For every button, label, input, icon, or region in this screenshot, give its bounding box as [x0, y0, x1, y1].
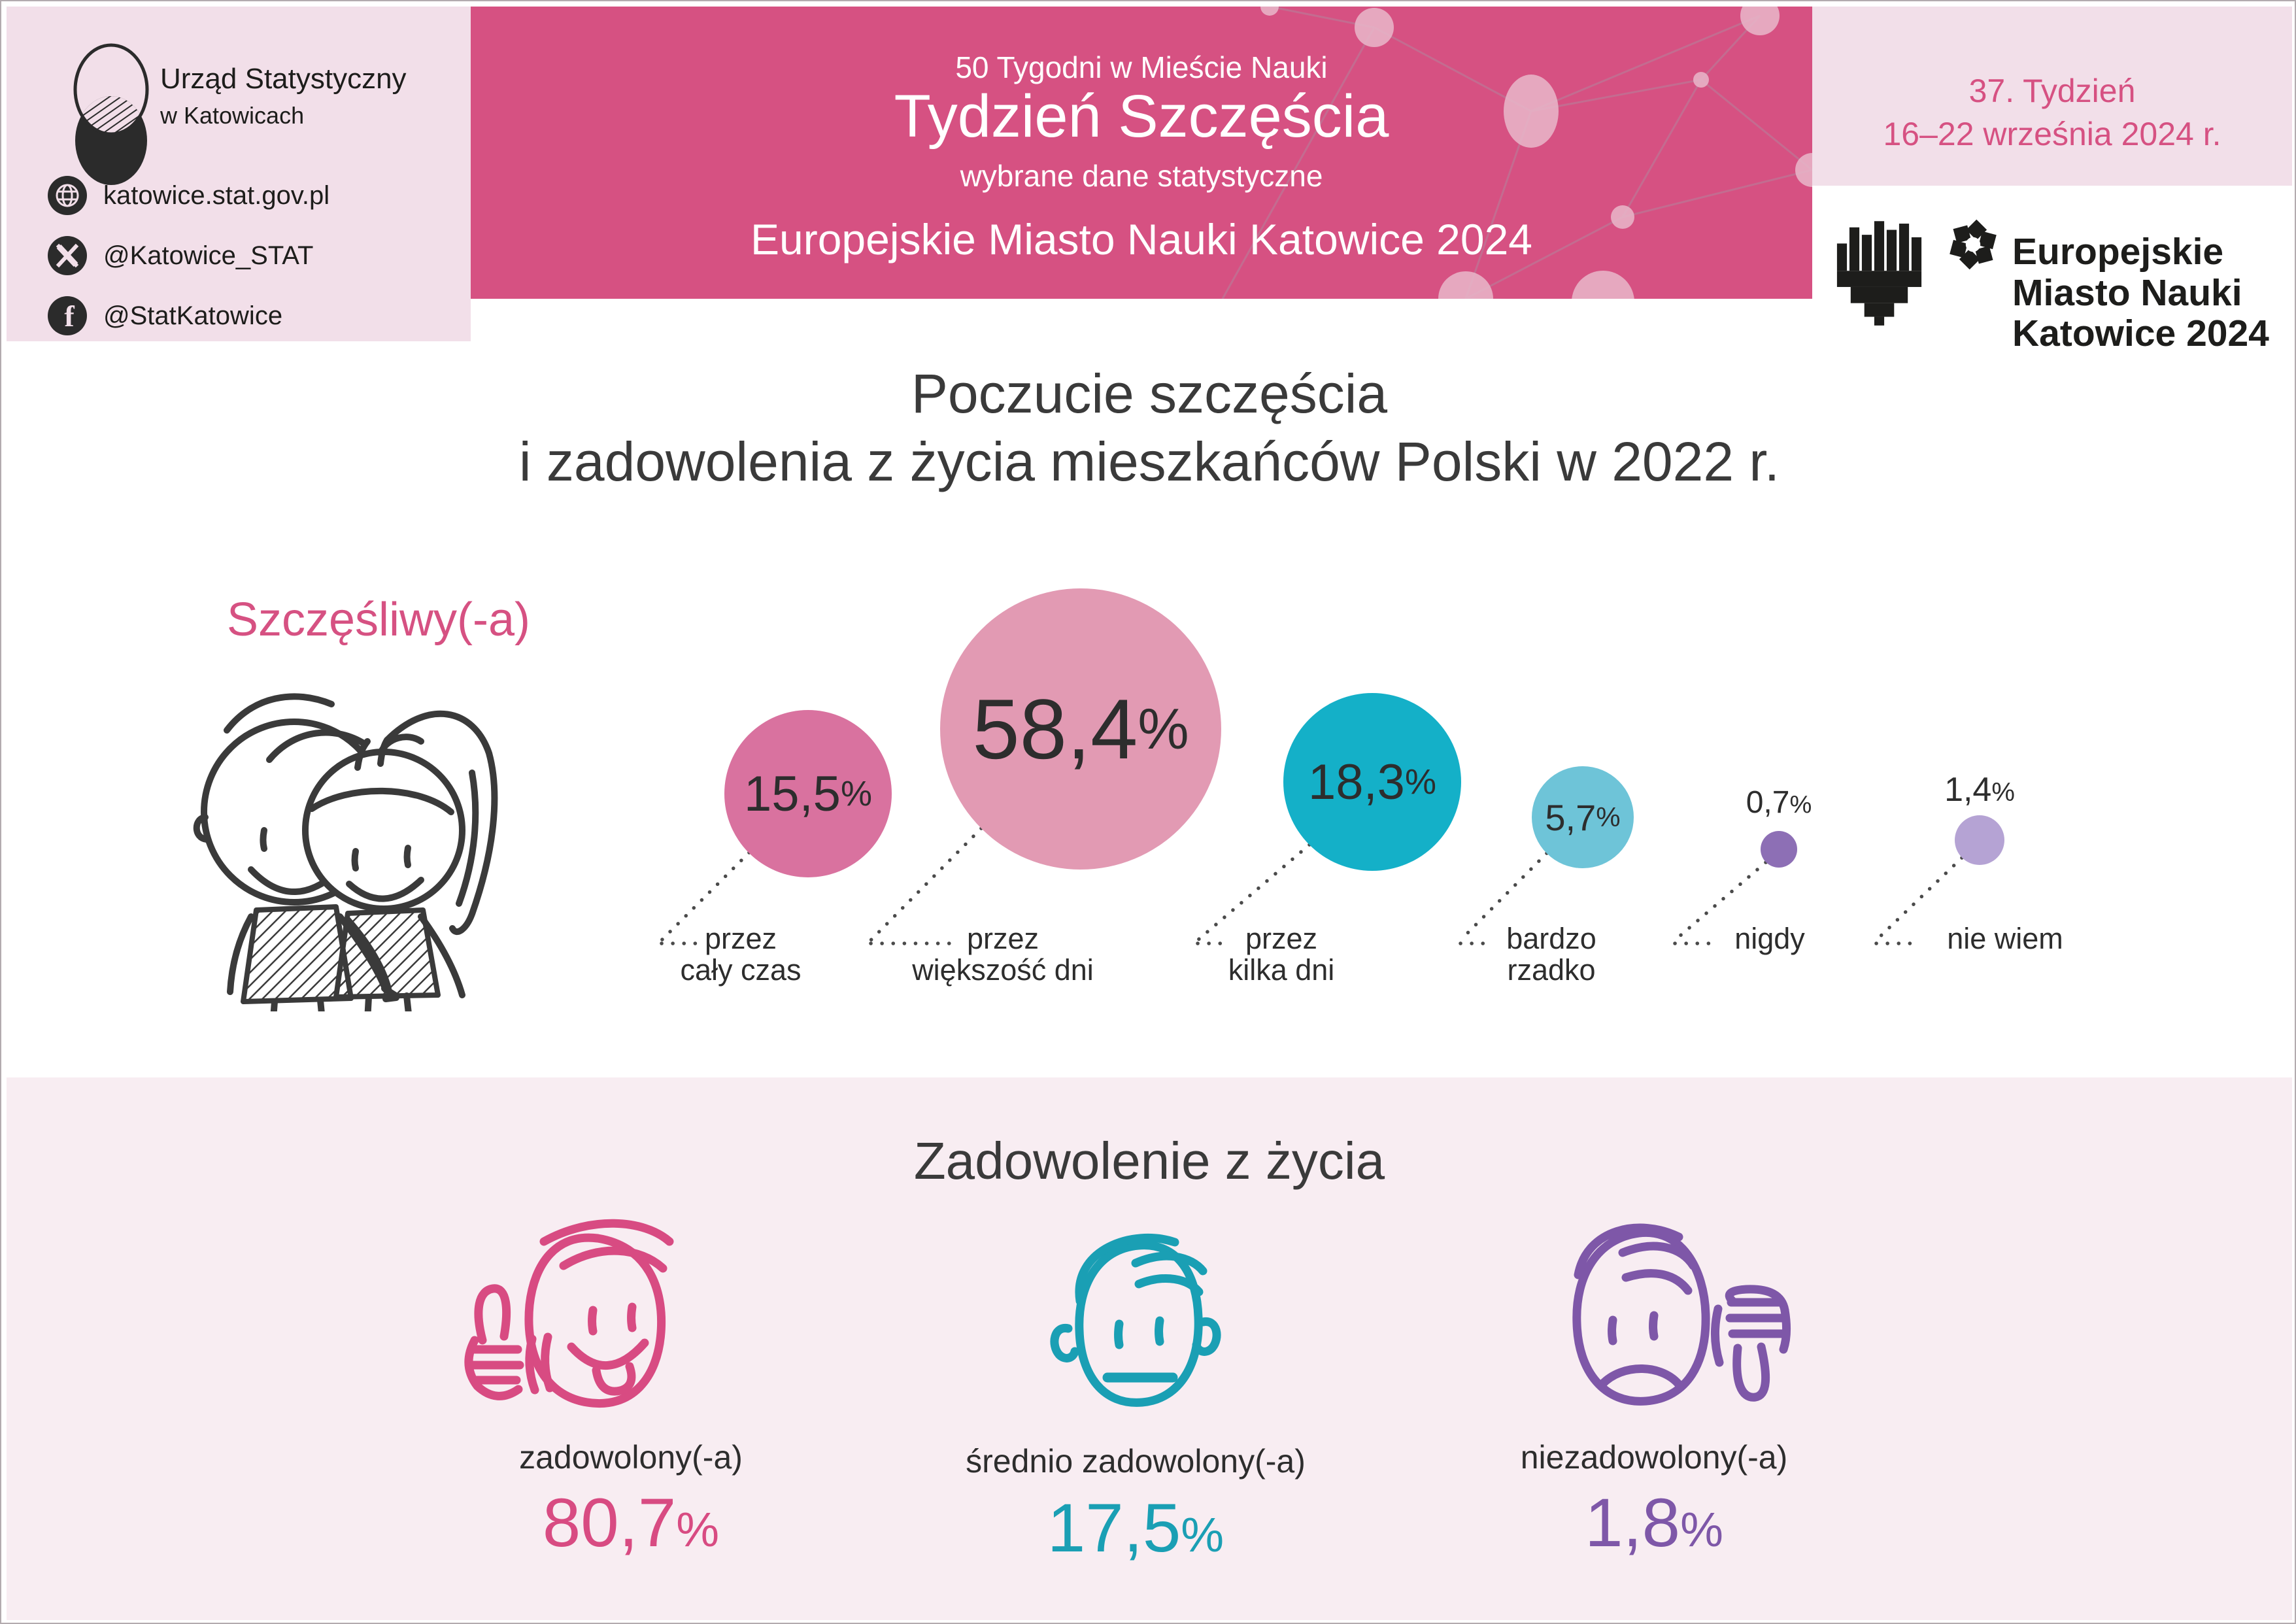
x-account-row: @Katowice_STAT: [47, 235, 313, 276]
website-label: katowice.stat.gov.pl: [103, 180, 330, 210]
label-srednio-zadowolony: średnio zadowolony(-a): [966, 1443, 1306, 1480]
percent-sign: %: [1138, 696, 1189, 761]
category-nigdy: nigdy: [1734, 922, 1805, 955]
bubble-value: 58,4: [972, 681, 1138, 777]
banner-series-title: 50 Tygodni w Mieście Nauki: [955, 50, 1328, 84]
dissatisfied-face-icon: [1572, 1223, 1791, 1406]
neutral-face-icon: [1050, 1233, 1221, 1407]
banner-event-title: Europejskie Miasto Nauki Katowice 2024: [751, 215, 1532, 263]
value-niezadowolony: 1,8%: [1585, 1485, 1723, 1561]
org-panel: Urząd Statystyczny w Katowicach katowice…: [7, 7, 471, 341]
statistical-office-logo-icon: [73, 43, 149, 185]
emn-line1: Europejskie: [2012, 231, 2224, 273]
emn-star-logo-icon: [1950, 219, 1997, 270]
bubble-value: 15,5: [744, 766, 841, 822]
network-pattern-decor: [1221, 7, 1812, 299]
percent-sign: %: [1680, 1502, 1723, 1557]
bubble-przez-kilka-dni: 18,3%: [1283, 693, 1461, 871]
x-icon: [48, 236, 87, 275]
satisfaction-title: Zadowolenie z życia: [913, 1132, 1385, 1190]
percent-sign: %: [1181, 1508, 1224, 1562]
category-bardzo-rzadko: bardzo rzadko: [1506, 922, 1596, 987]
value-zadowolony: 80,7%: [542, 1485, 720, 1561]
facebook-handle-label: @StatKatowice: [103, 301, 283, 330]
page-title: Poczucie szczęścia i zadowolenia z życia…: [1, 360, 2295, 496]
org-name: Urząd Statystyczny: [160, 63, 407, 95]
emn-heart-logo-icon: [1836, 221, 1922, 326]
emn-logo-text: Europejskie Miasto Nauki Katowice 2024: [2012, 231, 2293, 354]
bubble-nigdy-value: 0,7%: [1746, 785, 1812, 820]
globe-icon: [48, 176, 87, 215]
week-dates: 16–22 września 2024 r.: [1883, 116, 2221, 152]
percent-sign: %: [1789, 791, 1812, 819]
value-srednio-zadowolony: 17,5%: [1047, 1490, 1224, 1566]
bubble-przez-wiekszosc-dni: 58,4%: [940, 588, 1221, 870]
svg-text:f: f: [64, 299, 75, 333]
bubble-chart-title: Szczęśliwy(-a): [226, 594, 531, 646]
category-nie-wiem: nie wiem: [1947, 922, 2063, 955]
page-title-line2: i zadowolenia z życia mieszkańców Polski…: [518, 431, 1780, 493]
percent-sign: %: [840, 774, 872, 813]
facebook-row: f @StatKatowice: [47, 296, 282, 336]
bubble-nie-wiem-value: 1,4%: [1944, 771, 2015, 809]
bubble-nie-wiem: [1955, 815, 2004, 865]
emn-line2: Miasto Nauki: [2012, 271, 2242, 314]
label-niezadowolony: niezadowolony(-a): [1520, 1439, 1788, 1476]
bubble-przez-caly-czas: 15,5%: [724, 710, 892, 877]
emn-line3: Katowice 2024: [2012, 313, 2269, 355]
happy-couple-drawing: [193, 693, 498, 1011]
category-przez-wiekszosc-dni: przez większość dni: [912, 922, 1094, 987]
website-row: katowice.stat.gov.pl: [47, 175, 329, 216]
percent-sign: %: [1404, 762, 1436, 802]
category-przez-caly-czas: przez cały czas: [680, 922, 802, 987]
week-badge: 37. Tydzień 16–22 września 2024 r.: [1812, 7, 2292, 186]
facebook-icon: f: [48, 296, 87, 335]
percent-sign: %: [676, 1502, 720, 1557]
satisfied-face-icon: [464, 1219, 674, 1408]
percent-sign: %: [1991, 778, 2015, 807]
label-zadowolony: zadowolony(-a): [519, 1439, 743, 1476]
banner-week-title: Tydzień Szczęścia: [894, 83, 1389, 150]
bubble-nigdy: [1761, 831, 1797, 868]
week-number: 37. Tydzień: [1968, 73, 2136, 109]
x-handle-label: @Katowice_STAT: [103, 241, 314, 270]
category-przez-kilka-dni: przez kilka dni: [1228, 922, 1335, 987]
percent-sign: %: [1596, 802, 1621, 832]
bubble-value: 18,3: [1308, 754, 1405, 810]
satisfaction-panel: [7, 1077, 2292, 1620]
bubble-value: 5,7: [1545, 796, 1596, 838]
page-title-line1: Poczucie szczęścia: [911, 363, 1388, 424]
banner-subtitle: wybrane dane statystyczne: [960, 159, 1323, 193]
bubble-bardzo-rzadko: 5,7%: [1532, 766, 1634, 868]
org-city: w Katowicach: [160, 102, 305, 129]
title-banner: 50 Tygodni w Mieście Nauki Tydzień Szczę…: [471, 7, 1812, 299]
